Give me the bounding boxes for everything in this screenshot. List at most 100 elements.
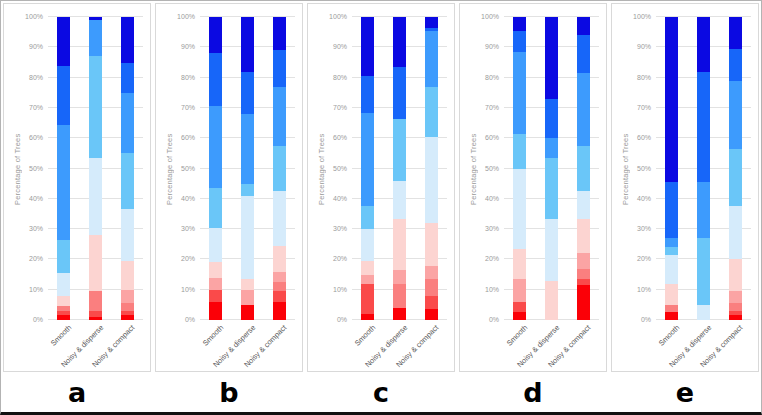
bar-segment [513,169,526,249]
bars-group [504,17,599,320]
bar-segment [361,76,374,112]
chart-a: Percentage of Trees0%10%20%30%40%50%60%7… [3,3,151,372]
bar-segment [393,284,406,308]
stacked-bar [545,17,558,320]
plot-area: 0%10%20%30%40%50%60%70%80%90%100%SmoothN… [48,17,143,320]
y-tick-label: 60% [485,134,504,141]
y-tick-label: 100% [329,13,352,20]
bar-segment [665,247,678,255]
bar-segment [513,312,526,320]
bar-segment [209,53,222,106]
y-tick-label: 60% [29,134,48,141]
stacked-bar [425,17,438,320]
bar-segment [665,17,678,182]
bar-segment [121,63,134,93]
y-tick-label: 0% [489,316,504,323]
bar-segment [209,290,222,302]
bar-segment [121,17,134,62]
y-tick-label: 50% [637,165,656,172]
y-tick-label: 30% [637,225,656,232]
y-axis-title: Percentage of Trees [165,34,174,304]
bar-segment [121,315,134,320]
y-tick-label: 100% [633,13,656,20]
y-tick-label: 90% [485,43,504,50]
bar-segment [57,125,70,240]
y-tick-label: 100% [177,13,200,20]
bar-segment [361,275,374,284]
bar-segment [513,279,526,302]
bar-segment [273,191,286,246]
bar-segment [729,49,742,81]
y-axis-title: Percentage of Trees [317,34,326,304]
bar-segment [361,113,374,207]
bar-segment [545,281,558,320]
bar-segment [209,262,222,277]
bar-segment [57,296,70,307]
y-tick-label: 20% [637,255,656,262]
stacked-bar [729,17,742,320]
stacked-bar [513,17,526,320]
stacked-bar [57,17,70,320]
bar-segment [577,17,590,35]
bar-segment [513,31,526,52]
y-tick-label: 70% [181,104,200,111]
y-tick-label: 70% [333,104,352,111]
y-tick-label: 90% [181,43,200,50]
y-tick-label: 30% [181,225,200,232]
bar-segment [209,228,222,263]
bar-segment [57,315,70,320]
y-tick-label: 0% [337,316,352,323]
y-axis-title: Percentage of Trees [469,34,478,304]
stacked-bar [89,17,102,320]
bar-segment [577,219,590,254]
stacked-bar [393,17,406,320]
bars-group [48,17,143,320]
chart-e: Percentage of Trees0%10%20%30%40%50%60%7… [611,3,759,372]
y-tick-label: 60% [181,134,200,141]
bar-segment [121,290,134,304]
y-tick-label: 10% [637,286,656,293]
y-tick-label: 90% [333,43,352,50]
y-tick-label: 10% [333,286,352,293]
bar-segment [241,17,254,72]
y-tick-label: 40% [637,195,656,202]
bar-segment [729,81,742,149]
y-tick-label: 10% [485,286,504,293]
bar-segment [273,246,286,272]
bar-segment [361,229,374,261]
chart-b: Percentage of Trees 0%10%20%30%40%50%60%7… [155,3,303,372]
stacked-bar [697,17,710,320]
bar-segment [273,272,286,283]
bar-segment [209,17,222,53]
bar-segment [697,72,710,183]
bar-segment [425,296,438,310]
y-tick-label: 80% [29,74,48,81]
stacked-bar [665,17,678,320]
y-tick-label: 100% [481,13,504,20]
bar-segment [577,285,590,320]
y-tick-label: 60% [333,134,352,141]
bar-segment [665,312,678,320]
bar-segment [361,261,374,275]
bar-segment [729,149,742,207]
y-tick-label: 50% [333,165,352,172]
plot-area: 0%10%20%30%40%50%60%70%80%90%100%SmoothN… [200,17,295,320]
bar-segment [361,314,374,320]
bar-segment [545,158,558,219]
bar-segment [729,291,742,303]
bar-segment [577,73,590,146]
bar-segment [209,106,222,188]
bar-segment [273,282,286,291]
bar-segment [393,308,406,320]
bar-segment [665,182,678,238]
bar-segment [729,315,742,320]
bar-segment [425,309,438,320]
bar-segment [697,17,710,72]
y-tick-label: 0% [185,316,200,323]
bar-segment [425,87,438,137]
bar-segment [209,188,222,227]
y-tick-label: 50% [29,165,48,172]
bar-segment [57,273,70,296]
bar-segment [697,305,710,320]
y-tick-label: 80% [485,74,504,81]
